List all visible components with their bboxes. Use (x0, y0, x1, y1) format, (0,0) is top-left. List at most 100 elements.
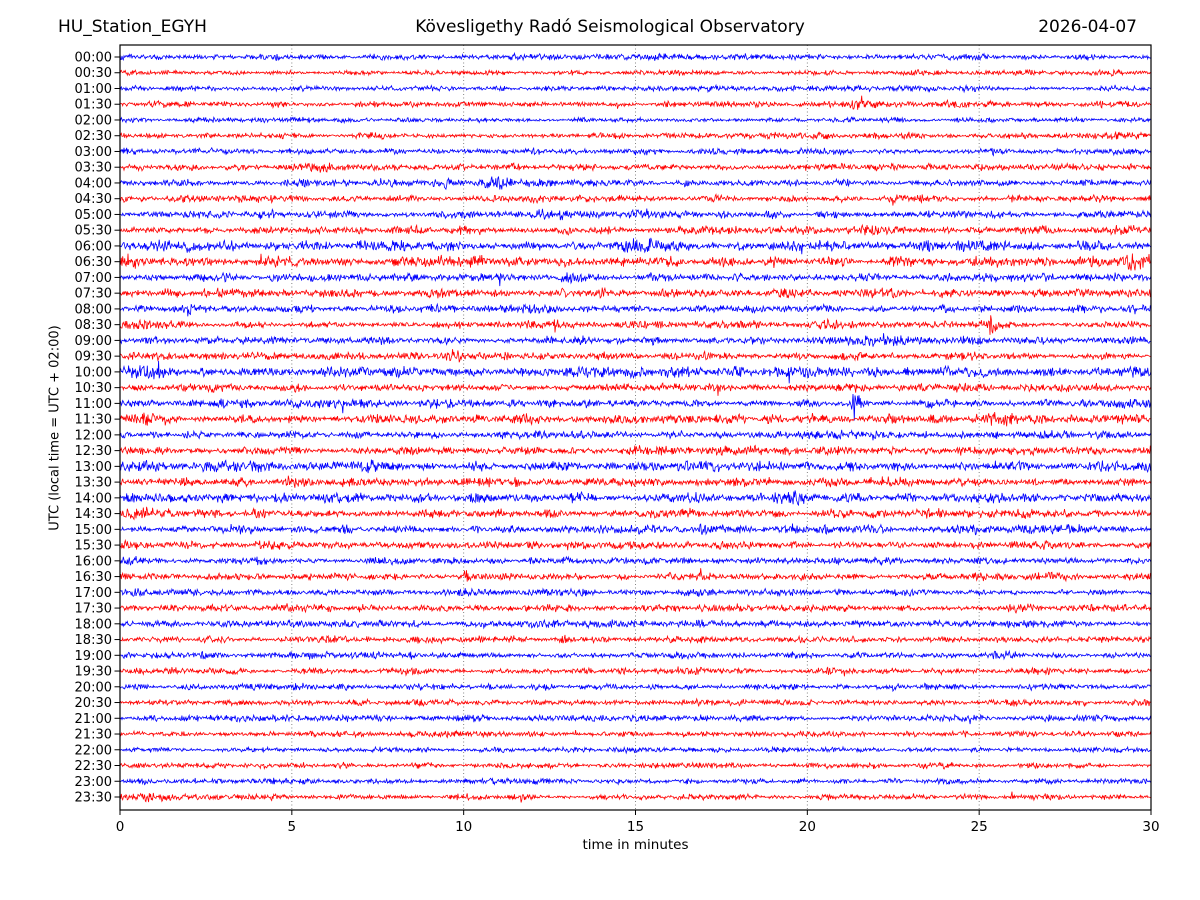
plot-frame (119, 44, 1152, 811)
y-tick-label: 02:30 (75, 129, 112, 144)
seismic-trace-0830 (120, 315, 1151, 335)
y-tick-label: 01:00 (75, 82, 112, 97)
y-tick-label: 10:00 (75, 365, 112, 380)
seismic-trace-0730 (120, 286, 1151, 299)
seismic-trace-1100 (120, 393, 1151, 421)
y-tick-label: 22:30 (75, 759, 112, 774)
x-tick-label: 0 (116, 819, 125, 835)
seismic-trace-2230 (120, 761, 1151, 771)
seismic-trace-1600 (120, 555, 1151, 567)
seismic-trace-0700 (120, 271, 1151, 287)
y-tick-label: 04:00 (75, 176, 112, 191)
y-tick-label: 04:30 (75, 192, 112, 207)
y-tick-label: 11:30 (75, 413, 112, 428)
seismic-trace-0630 (120, 253, 1151, 271)
y-tick-label: 16:30 (75, 570, 112, 585)
seismic-trace-0800 (120, 302, 1151, 317)
y-tick-label: 00:00 (75, 51, 112, 66)
seismic-trace-0600 (120, 237, 1151, 255)
seismic-trace-0100 (120, 83, 1151, 94)
x-tick-label: 25 (971, 819, 988, 835)
y-tick-label: 23:30 (75, 791, 112, 806)
y-tick-label: 12:30 (75, 444, 112, 459)
y-tick-label: 08:30 (75, 318, 112, 333)
seismic-trace-0530 (120, 223, 1151, 236)
date-label: 2026-04-07 (1038, 17, 1137, 37)
seismic-trace-1530 (120, 538, 1151, 551)
seismic-trace-2000 (120, 682, 1151, 693)
y-tick-label: 19:30 (75, 665, 112, 680)
seismic-trace-0200 (120, 116, 1151, 125)
y-tick-label: 18:30 (75, 633, 112, 648)
y-tick-label: 14:30 (75, 507, 112, 522)
seismic-trace-1500 (120, 523, 1151, 536)
y-tick-label: 16:00 (75, 554, 112, 569)
seismic-trace-1400 (120, 490, 1151, 507)
x-tick-label: 10 (455, 819, 472, 835)
seismic-trace-2330 (120, 791, 1151, 803)
seismic-trace-0430 (120, 193, 1151, 206)
y-tick-label: 18:00 (75, 617, 112, 632)
y-tick-label: 15:30 (75, 539, 112, 554)
trace-group (120, 51, 1151, 803)
y-tick-label: 07:30 (75, 287, 112, 302)
y-tick-label: 21:30 (75, 728, 112, 743)
x-axis-title: time in minutes (582, 837, 689, 853)
y-tick-label: 03:00 (75, 145, 112, 160)
observatory-title: Kövesligethy Radó Seismological Observat… (415, 17, 805, 37)
y-tick-label: 09:30 (75, 350, 112, 365)
y-tick-label: 20:30 (75, 696, 112, 711)
y-tick-label: 06:30 (75, 255, 112, 270)
y-tick-label: 21:00 (75, 712, 112, 727)
y-tick-label: 09:00 (75, 334, 112, 349)
y-tick-label: 22:00 (75, 743, 112, 758)
seismic-trace-1230 (120, 444, 1151, 457)
seismic-trace-0230 (120, 130, 1151, 141)
y-tick-label: 07:00 (75, 271, 112, 286)
seismic-trace-1730 (120, 603, 1151, 614)
y-tick-label: 08:00 (75, 302, 112, 317)
y-tick-label: 02:00 (75, 113, 112, 128)
seismic-trace-1000 (120, 360, 1151, 384)
seismic-trace-1800 (120, 618, 1151, 630)
seismic-trace-1330 (120, 475, 1151, 488)
y-tick-label: 14:00 (75, 491, 112, 506)
y-tick-label: 01:30 (75, 98, 112, 113)
station-label: HU_Station_EGYH (58, 17, 207, 37)
y-tick-label: 05:00 (75, 208, 112, 223)
seismic-trace-1030 (120, 382, 1151, 396)
y-tick-label: 13:30 (75, 476, 112, 491)
seismic-trace-2300 (120, 777, 1151, 786)
x-tick-label: 30 (1142, 819, 1159, 835)
seismic-trace-1130 (120, 411, 1151, 427)
seismic-trace-1300 (120, 459, 1151, 474)
seismic-trace-2100 (120, 713, 1151, 725)
y-tick-label: 23:00 (75, 775, 112, 790)
seismic-trace-1700 (120, 587, 1151, 598)
y-tick-label: 19:00 (75, 649, 112, 664)
y-tick-label: 15:00 (75, 523, 112, 538)
y-tick-label: 06:00 (75, 239, 112, 254)
y-tick-label: 00:30 (75, 66, 112, 81)
y-tick-label: 05:30 (75, 224, 112, 239)
x-tick-label: 15 (627, 819, 644, 835)
y-tick-label: 13:00 (75, 460, 112, 475)
seismic-trace-2200 (120, 745, 1151, 755)
seismic-trace-0930 (120, 349, 1151, 363)
seismic-trace-0900 (120, 333, 1151, 347)
seismic-trace-1200 (120, 429, 1151, 441)
y-tick-label: 11:00 (75, 397, 112, 412)
seismic-trace-0400 (120, 176, 1151, 191)
seismic-trace-2030 (120, 697, 1151, 708)
y-tick-label: 03:30 (75, 161, 112, 176)
y-tick-label: 12:00 (75, 428, 112, 443)
y-tick-label: 17:30 (75, 602, 112, 617)
seismic-trace-0030 (120, 68, 1151, 78)
seismic-trace-1930 (120, 666, 1151, 677)
x-tick-label: 5 (288, 819, 297, 835)
seismic-trace-1430 (120, 506, 1151, 521)
seismic-trace-0000 (120, 51, 1151, 62)
y-tick-label: 17:00 (75, 586, 112, 601)
